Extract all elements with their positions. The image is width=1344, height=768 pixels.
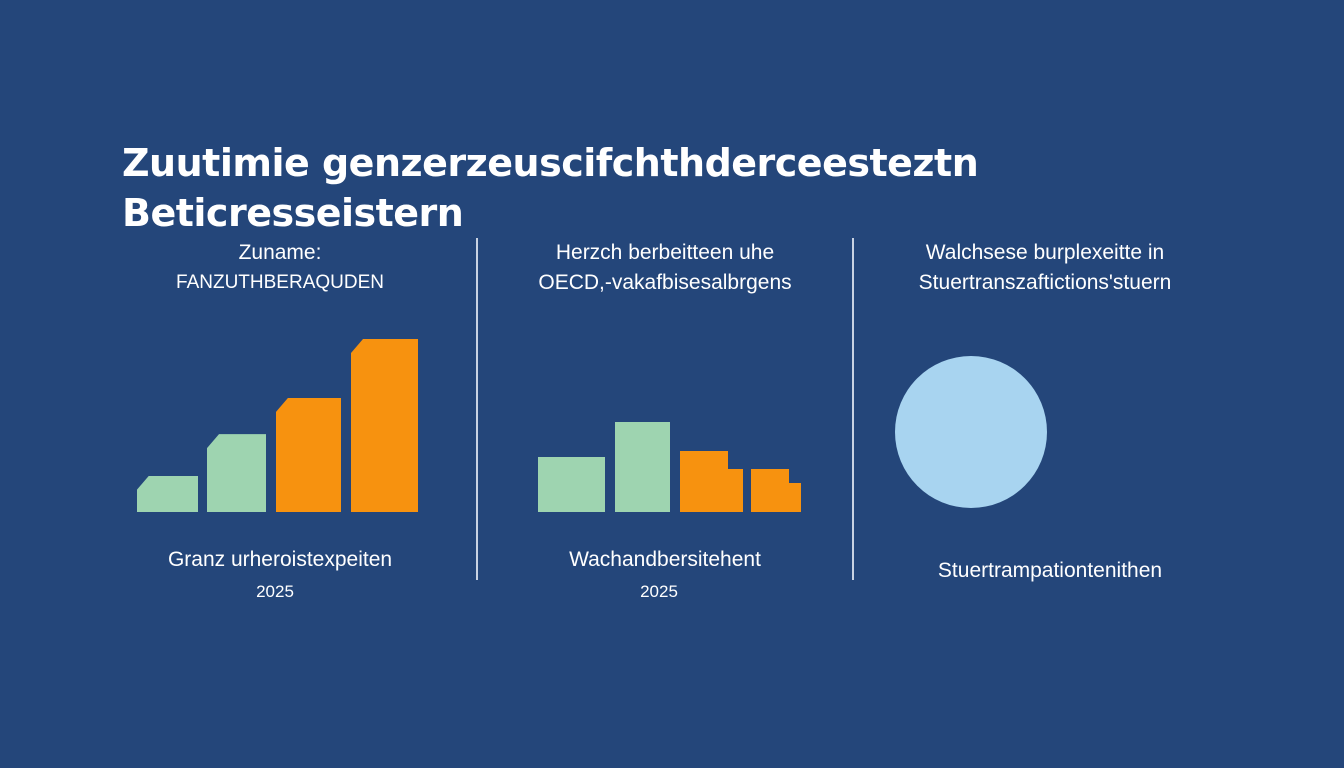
bar-2-3-step xyxy=(728,468,743,512)
bar-1-4 xyxy=(351,339,418,512)
bar-1-2 xyxy=(207,434,266,512)
panel-1-heading-line-1: Zuname: xyxy=(238,241,322,264)
panel-2-heading: Herzch berbeitteen uhe OECD,-vakafbisesa… xyxy=(500,238,830,298)
panel-1-caption: Granz urheroistexpeiten xyxy=(167,548,393,571)
panel-3-heading-line-1: Walchsese burplexeitte in xyxy=(925,241,1165,264)
panel-2-heading-line-2: OECD,-vakafbisesalbrgens xyxy=(538,271,792,294)
bar-1-1 xyxy=(137,475,198,512)
page-title: Zuutimie genzerzeuscifchthderceesteztn B… xyxy=(122,138,979,238)
panel-2-year: 2025 xyxy=(640,582,678,601)
panel-2-caption: Wachandbersitehent xyxy=(569,548,761,571)
divider xyxy=(852,238,854,580)
bar-2-4-step xyxy=(789,482,801,512)
panel-1-heading: Zuname: FANZUTHBERAQUDEN xyxy=(120,238,440,298)
bar-2-1 xyxy=(538,456,605,512)
divider xyxy=(476,238,478,580)
panel-2-heading-line-1: Herzch berbeitteen uhe xyxy=(555,241,775,264)
bar-1-3 xyxy=(276,397,341,512)
panel-1-year: 2025 xyxy=(256,582,294,601)
bar-2-2 xyxy=(615,422,670,512)
panel-1-heading-line-2: FANZUTHBERAQUDEN xyxy=(176,272,384,293)
circle-chart-mark xyxy=(895,356,1047,508)
panel-3-caption: Stuertrampationtenithen xyxy=(937,559,1163,582)
title-line-1: Zuutimie genzerzeuscifchthderceesteztn xyxy=(122,141,979,185)
bar-2-3 xyxy=(680,451,728,512)
panel-3-heading-line-2: Stuertranszaftictions'stuern xyxy=(918,271,1172,294)
title-line-2: Beticresseistern xyxy=(122,191,464,235)
bar-2-4 xyxy=(751,468,789,512)
panel-3-heading: Walchsese burplexeitte in Stuertranszaft… xyxy=(880,238,1210,298)
